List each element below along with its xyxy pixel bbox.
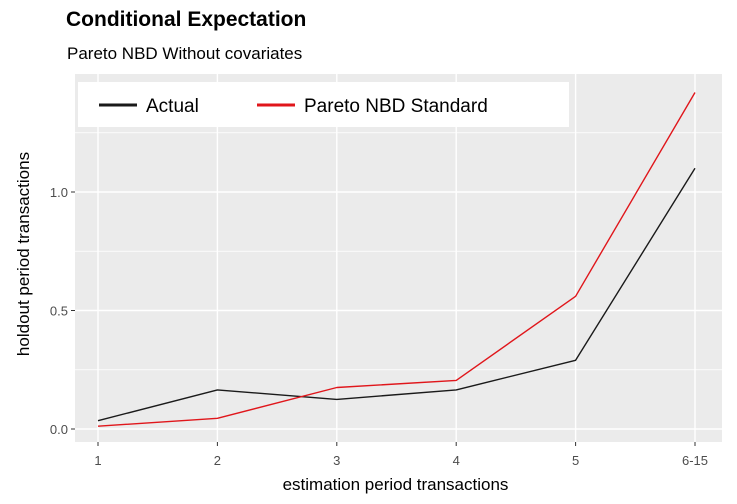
x-tick-label: 6-15 xyxy=(682,453,708,468)
chart-title: Conditional Expectation xyxy=(66,8,307,31)
series-line-actual xyxy=(97,167,696,422)
x-tick-label: 4 xyxy=(453,453,460,468)
plot-panel xyxy=(75,74,722,442)
legend-label: Pareto NBD Standard xyxy=(304,96,488,117)
y-axis-title: holdout period transactions xyxy=(14,152,33,356)
y-tick-label: 0.5 xyxy=(50,304,68,319)
chart-subtitle: Pareto NBD Without covariates xyxy=(67,44,303,63)
x-axis-title: estimation period transactions xyxy=(283,475,509,494)
x-tick-label: 3 xyxy=(333,453,340,468)
legend-box xyxy=(78,82,569,127)
y-tick-label: 0.0 xyxy=(50,422,68,437)
series-line-pareto-nbd-standard xyxy=(97,92,696,427)
y-tick-label: 1.0 xyxy=(50,185,68,200)
x-tick-label: 2 xyxy=(214,453,221,468)
x-tick-label: 5 xyxy=(572,453,579,468)
legend-label: Actual xyxy=(146,96,199,117)
x-tick-label: 1 xyxy=(94,453,101,468)
